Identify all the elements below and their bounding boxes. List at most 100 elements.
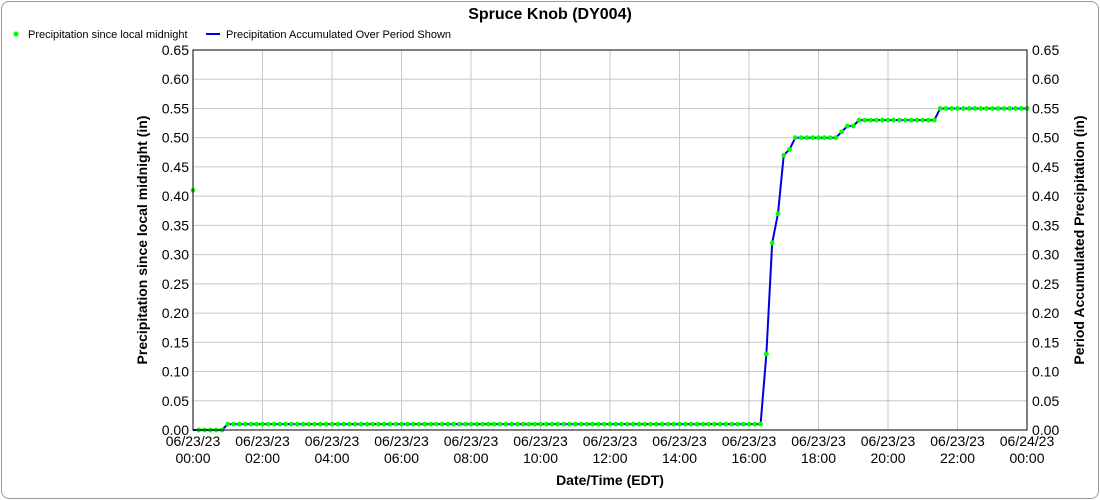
- data-point: [439, 421, 445, 427]
- data-point: [972, 106, 978, 111]
- x-tick-label-date: 06/23/23: [791, 433, 846, 449]
- data-point: [804, 135, 810, 141]
- y-tick-label-left: 0.00: [162, 422, 189, 438]
- data-point: [682, 421, 688, 427]
- chart-title: Spruce Knob (DY004): [468, 6, 632, 23]
- y-tick-label-right: 0.55: [1032, 100, 1059, 116]
- data-point: [318, 421, 323, 427]
- data-point: [775, 211, 781, 217]
- y-tick-label-right: 0.20: [1032, 305, 1059, 321]
- y-tick-label-right: 0.35: [1032, 217, 1059, 233]
- data-point: [254, 421, 260, 427]
- data-point: [225, 421, 231, 427]
- y-tick-label-left: 0.40: [162, 188, 189, 204]
- data-point: [711, 421, 717, 427]
- data-point: [758, 421, 763, 427]
- data-point: [404, 421, 410, 427]
- data-point: [723, 421, 729, 427]
- data-point: [584, 421, 590, 427]
- data-point: [561, 421, 567, 427]
- data-point: [688, 421, 694, 427]
- data-point: [323, 421, 329, 427]
- data-point: [526, 421, 532, 427]
- data-point: [1013, 106, 1018, 111]
- data-point: [746, 421, 752, 427]
- data-point: [874, 117, 879, 123]
- data-point: [700, 421, 706, 427]
- data-point: [630, 421, 636, 427]
- y-tick-label-left: 0.60: [162, 71, 189, 87]
- data-point: [862, 117, 868, 123]
- data-point: [787, 146, 792, 152]
- data-point: [514, 421, 520, 427]
- data-point: [989, 106, 995, 111]
- x-tick-label-date: 06/23/23: [652, 433, 707, 449]
- legend-label-line: Precipitation Accumulated Over Period Sh…: [226, 29, 451, 41]
- x-tick-label-time: 14:00: [662, 450, 697, 466]
- data-point: [943, 106, 949, 111]
- data-point: [601, 421, 607, 427]
- x-tick-label-date: 06/23/23: [166, 433, 221, 449]
- data-point: [613, 421, 619, 427]
- x-tick-label-time: 04:00: [314, 450, 349, 466]
- data-point: [821, 135, 827, 141]
- y-axis-right-title: Period Accumulated Precipitation (in): [1071, 115, 1087, 364]
- data-point: [549, 421, 555, 427]
- data-point: [341, 421, 346, 427]
- data-point: [370, 421, 375, 427]
- data-point: [300, 421, 306, 427]
- y-axis-right-ticks: 0.00 0.05 0.10 0.15 0.20 0.25 0.30 0.35 0.40 0.45…: [1032, 42, 1059, 438]
- data-point: [491, 421, 497, 427]
- x-tick-label-time: 10:00: [523, 450, 558, 466]
- data-point: [833, 135, 839, 141]
- x-tick-label-date: 06/23/23: [722, 433, 777, 449]
- data-point: [271, 421, 277, 427]
- data-point: [798, 135, 804, 141]
- data-point: [827, 135, 833, 141]
- data-point: [624, 421, 630, 427]
- data-point: [1018, 106, 1024, 111]
- data-point: [891, 117, 897, 123]
- data-point: [433, 421, 439, 427]
- y-tick-label-left: 0.45: [162, 159, 189, 175]
- y-axis-left-ticks: 0.00 0.05 0.10 0.15 0.20 0.25 0.30 0.35 0.40 0.45…: [162, 42, 189, 438]
- data-point: [538, 421, 543, 427]
- data-point: [387, 421, 393, 427]
- data-point: [242, 421, 248, 427]
- data-point: [410, 421, 416, 427]
- data-point: [381, 421, 387, 427]
- data-point: [694, 421, 700, 427]
- data-point: [677, 421, 682, 427]
- data-point: [375, 421, 381, 427]
- data-point: [260, 421, 265, 427]
- data-point: [503, 421, 509, 427]
- data-point: [352, 421, 358, 427]
- data-point: [781, 152, 787, 158]
- y-tick-label-left: 0.55: [162, 100, 189, 116]
- data-point: [289, 421, 294, 427]
- data-point: [619, 421, 624, 427]
- x-tick-label-time: 02:00: [245, 450, 280, 466]
- x-tick-label-time: 00:00: [1009, 450, 1044, 466]
- y-tick-label-right: 0.50: [1032, 130, 1059, 146]
- data-point: [636, 421, 642, 427]
- x-tick-label-date: 06/23/23: [930, 433, 985, 449]
- x-axis-ticks: 06/23/2300:0006/23/2302:0006/23/2304:000…: [166, 433, 1055, 466]
- data-point: [706, 421, 711, 427]
- x-axis-title: Date/Time (EDT): [556, 472, 664, 488]
- data-point: [555, 421, 561, 427]
- data-point: [277, 421, 283, 427]
- data-point: [810, 135, 816, 141]
- data-point: [567, 421, 572, 427]
- data-point: [543, 421, 549, 427]
- x-tick-label-date: 06/23/23: [374, 433, 429, 449]
- y-axis-left-title: Precipitation since local midnight (in): [134, 116, 150, 365]
- data-point: [265, 421, 271, 427]
- data-point: [856, 117, 862, 123]
- x-tick-label-time: 16:00: [731, 450, 766, 466]
- data-point: [468, 421, 474, 427]
- data-point: [283, 421, 289, 427]
- data-point: [729, 421, 735, 427]
- x-tick-label-date: 06/23/23: [305, 433, 360, 449]
- data-point: [879, 117, 885, 123]
